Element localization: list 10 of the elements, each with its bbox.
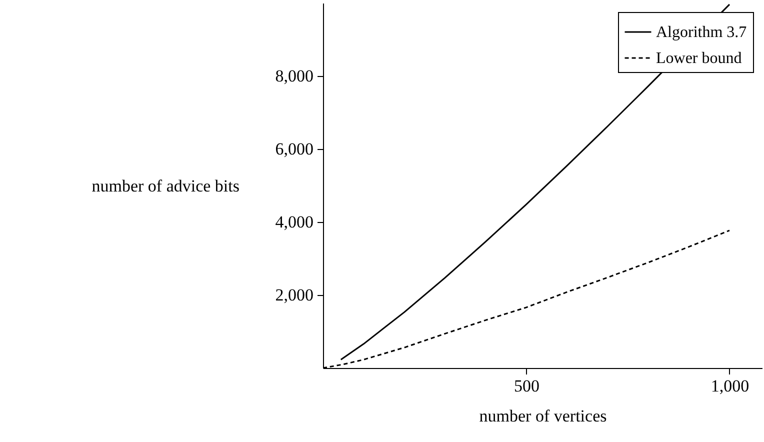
x-tick-label: 1,000 [710,376,750,396]
x-axis-title: number of vertices [479,406,607,426]
y-tick-label: 2,000 [275,286,314,304]
y-tick-label: 8,000 [275,66,314,86]
legend-label: Algorithm 3.7 [656,24,747,41]
y-tick-label: 6,000 [275,140,314,158]
legend-label: Lower bound [656,50,742,67]
x-tick-label: 500 [514,376,540,396]
y-axis-title: number of advice bits [92,176,240,196]
y-tick-label: 4,000 [275,212,314,232]
